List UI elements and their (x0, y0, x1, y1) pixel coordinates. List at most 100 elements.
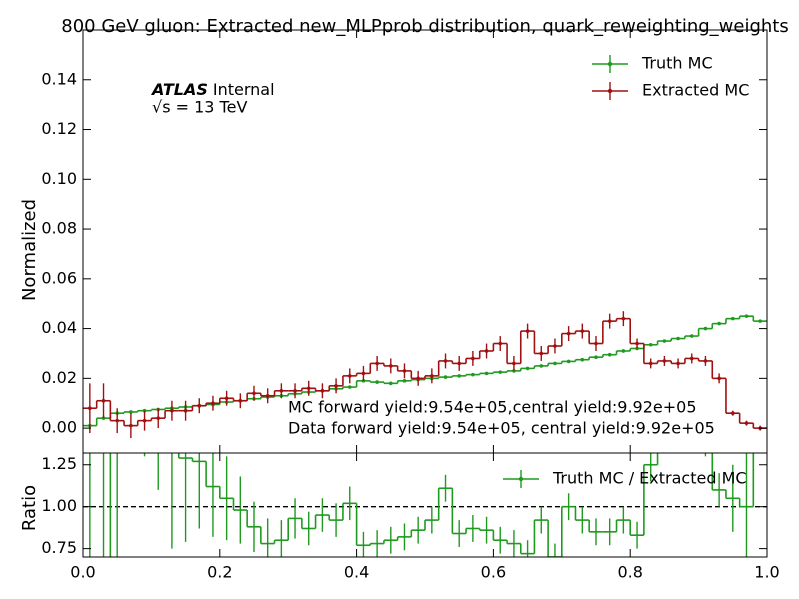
point (197, 403, 202, 408)
point (224, 396, 229, 401)
point (566, 331, 571, 336)
point (621, 349, 626, 353)
y-tick-label: 0.02 (41, 368, 77, 387)
point (498, 341, 503, 346)
point (731, 411, 735, 415)
y-tick-label: 0.75 (41, 538, 77, 557)
point (717, 376, 721, 381)
point (279, 388, 284, 393)
y-tick-label: 0.08 (41, 219, 77, 238)
point (594, 341, 598, 346)
x-tick-label: 0.0 (70, 563, 95, 582)
point (129, 410, 133, 414)
legend-label: Extracted MC (642, 81, 749, 100)
x-tick-label: 0.2 (207, 563, 232, 582)
y-tick-label: 0.12 (41, 119, 77, 138)
point (443, 375, 448, 379)
point (471, 356, 475, 361)
point (320, 388, 325, 393)
point (115, 418, 119, 423)
point (607, 352, 612, 357)
point (662, 359, 667, 363)
point (293, 388, 297, 393)
point (375, 380, 379, 384)
point (101, 398, 106, 403)
point (389, 381, 393, 386)
point (744, 314, 749, 318)
x-tick-label: 0.6 (481, 563, 506, 582)
y-axis-label: Normalized (19, 199, 40, 301)
point (621, 316, 626, 321)
point (142, 418, 147, 423)
point (525, 366, 530, 371)
point (648, 342, 653, 347)
x-tick-label: 0.8 (617, 563, 642, 582)
y-tick-label: 0.00 (41, 418, 77, 437)
annotation: Data forward yield:9.54e+05, central yie… (288, 419, 715, 438)
point (676, 336, 680, 341)
point (512, 361, 516, 366)
energy-label: √s = 13 TeV (152, 98, 247, 117)
point (306, 386, 311, 391)
point (129, 423, 133, 428)
point (389, 364, 393, 368)
point (211, 401, 215, 406)
point (635, 346, 639, 351)
y-tick-label: 0.10 (41, 169, 77, 188)
point (662, 339, 667, 343)
point (717, 321, 721, 326)
point (648, 361, 653, 366)
point (101, 416, 106, 420)
chart-title: 800 GeV gluon: Extracted new_MLPprob dis… (61, 16, 788, 37)
y-tick-label: 0.06 (41, 268, 77, 287)
main-plot (83, 311, 767, 439)
point (484, 349, 489, 353)
x-tick-label: 0.4 (344, 563, 369, 582)
point (553, 361, 557, 366)
point (430, 374, 434, 378)
point (607, 319, 612, 323)
y-tick-label: 0.04 (41, 318, 77, 337)
point (402, 379, 407, 383)
y-tick-label: 1.25 (41, 454, 77, 473)
point (156, 416, 161, 420)
y-tick-label: 1.00 (41, 496, 77, 515)
point (703, 326, 708, 331)
ratio-frame (82, 452, 768, 558)
point (580, 357, 585, 362)
point (539, 364, 544, 368)
point (744, 421, 749, 425)
point (265, 393, 270, 398)
point (553, 344, 557, 348)
point (471, 372, 475, 377)
legend-marker (607, 88, 613, 94)
point (580, 329, 585, 333)
point (676, 361, 680, 366)
point (484, 371, 489, 376)
point (334, 384, 338, 388)
point (689, 356, 694, 361)
atlas-word: ATLAS (150, 80, 208, 99)
point (88, 406, 92, 411)
atlas-label: ATLAS Internal (150, 80, 275, 99)
point (347, 385, 352, 389)
legend-marker (518, 476, 524, 482)
point (375, 361, 379, 366)
point (347, 374, 352, 378)
point (566, 359, 571, 364)
x-tick-label: 1.0 (754, 563, 779, 582)
point (443, 359, 448, 363)
y-tick-label: 0.14 (41, 69, 77, 88)
point (170, 408, 174, 413)
point (402, 369, 407, 373)
point (539, 351, 544, 356)
point (252, 391, 256, 396)
point (703, 359, 708, 363)
point (457, 374, 462, 378)
point (183, 408, 188, 413)
point (416, 376, 420, 381)
point (361, 371, 366, 376)
point (498, 370, 503, 374)
